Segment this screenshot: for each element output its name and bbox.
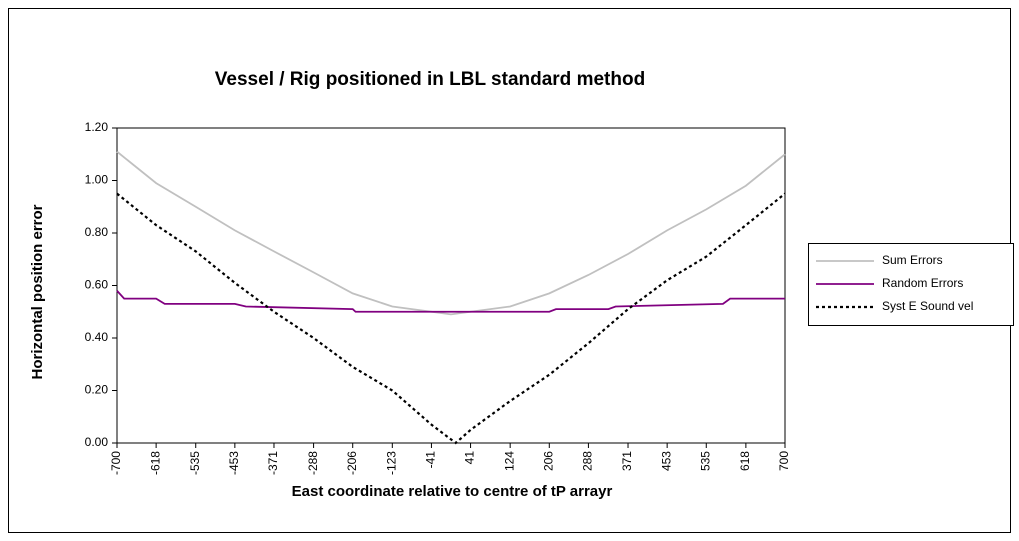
x-tick-label: 453 <box>659 451 673 471</box>
series-line <box>116 192 786 445</box>
x-tick-label: -41 <box>424 451 438 469</box>
x-tick-label: -700 <box>109 451 123 475</box>
y-tick-label: 0.40 <box>85 330 109 344</box>
series-line <box>116 150 786 316</box>
x-tick-label: 206 <box>541 451 555 471</box>
x-tick-label: 371 <box>620 451 634 471</box>
x-tick-label: 618 <box>738 451 752 471</box>
x-axis-title: East coordinate relative to centre of tP… <box>292 483 613 500</box>
series-line <box>116 290 785 313</box>
x-tick-label: 288 <box>581 451 595 471</box>
x-tick-label: -618 <box>148 451 162 475</box>
y-tick-label: 0.00 <box>85 435 109 449</box>
y-tick-label: 1.20 <box>85 120 109 134</box>
x-tick-label: -371 <box>266 451 280 475</box>
x-tick-label: 124 <box>502 451 516 471</box>
y-axis-title: Horizontal position error <box>29 204 46 379</box>
x-tick-label: -288 <box>306 451 320 475</box>
y-tick-label: 1.00 <box>85 173 109 187</box>
x-tick-label: -453 <box>227 451 241 475</box>
x-tick-label: 535 <box>698 451 712 471</box>
legend-label: Sum Errors <box>882 253 943 267</box>
legend-label: Random Errors <box>882 276 963 290</box>
x-tick-label: -206 <box>345 451 359 475</box>
x-tick-label: -535 <box>188 451 202 475</box>
y-tick-label: 0.20 <box>85 383 109 397</box>
x-tick-label: -123 <box>384 451 398 475</box>
chart-title: Vessel / Rig positioned in LBL standard … <box>215 69 645 90</box>
legend-label: Syst E Sound vel <box>882 299 973 313</box>
y-tick-label: 0.60 <box>85 278 109 292</box>
y-tick-label: 0.80 <box>85 225 109 239</box>
x-tick-label: 700 <box>777 451 791 471</box>
x-tick-label: 41 <box>463 451 477 465</box>
